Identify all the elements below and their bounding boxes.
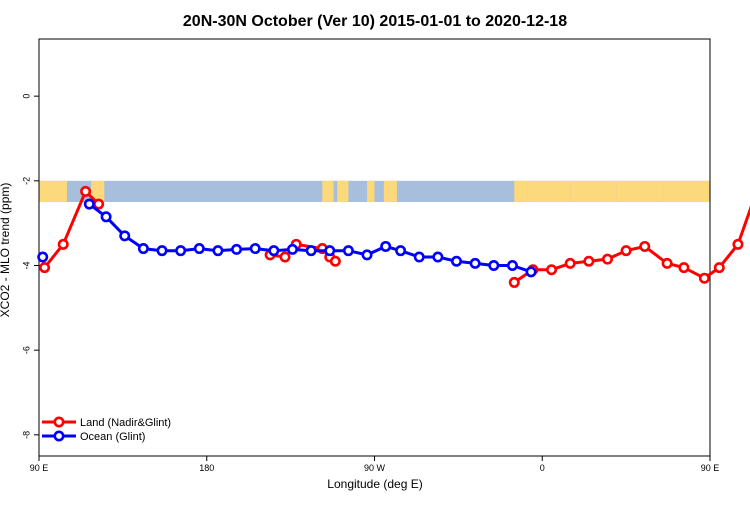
map-band-land xyxy=(367,180,375,202)
ocean-point xyxy=(268,245,280,257)
ocean-point xyxy=(469,257,481,269)
legend-label: Land (Nadir&Glint) xyxy=(80,417,171,429)
ocean-point xyxy=(432,251,444,263)
chart-title: 20N-30N October (Ver 10) 2015-01-01 to 2… xyxy=(183,13,567,30)
y-tick-label: -2 xyxy=(21,177,31,185)
series-line-land xyxy=(43,189,100,269)
map-band-land xyxy=(322,180,334,202)
map-band-land xyxy=(616,180,664,202)
land-point xyxy=(279,251,291,263)
plot-area: 0 -2 -4 -6 -8 90 E 180 90 W 0 90 E xyxy=(21,38,750,473)
land-point xyxy=(698,272,710,284)
ocean-point xyxy=(175,245,187,257)
ocean-point xyxy=(286,243,298,255)
land-point xyxy=(620,245,632,257)
ocean-point xyxy=(413,251,425,263)
land-point xyxy=(80,185,92,197)
ocean-point xyxy=(380,240,392,252)
x-tick-label: 90 E xyxy=(701,463,720,473)
land-point xyxy=(583,255,595,267)
ocean-point xyxy=(525,266,537,278)
map-band-land xyxy=(337,180,349,202)
y-tick-label: -8 xyxy=(21,431,31,439)
y-tick-label: 0 xyxy=(21,94,31,99)
ocean-point xyxy=(361,249,373,261)
land-point xyxy=(713,262,725,274)
x-tick-label: 0 xyxy=(540,463,545,473)
y-axis-label: XCO2 - MLO trend (ppm) xyxy=(0,183,12,318)
legend-marker xyxy=(53,430,65,442)
y-tick-label: -6 xyxy=(21,346,31,354)
ocean-point xyxy=(37,251,49,263)
ocean-point xyxy=(156,245,168,257)
ocean-point xyxy=(506,259,518,271)
x-tick-label: 90 W xyxy=(364,463,386,473)
land-point xyxy=(546,264,558,276)
land-point xyxy=(329,255,341,267)
legend-label: Ocean (Glint) xyxy=(80,431,145,443)
map-band-land xyxy=(514,180,528,202)
ocean-point xyxy=(100,211,112,223)
land-point xyxy=(639,240,651,252)
ocean-point xyxy=(324,245,336,257)
ocean-point xyxy=(249,243,261,255)
map-band-land xyxy=(39,180,67,202)
land-point xyxy=(661,257,673,269)
legend: Land (Nadir&Glint) Ocean (Glint) xyxy=(42,416,171,443)
x-tick-label: 90 E xyxy=(30,463,49,473)
series-line-ocean xyxy=(88,202,532,274)
map-band-land xyxy=(570,180,617,202)
land-point xyxy=(39,262,51,274)
ocean-point xyxy=(451,255,463,267)
ocean-point xyxy=(137,243,149,255)
ocean-point xyxy=(83,198,95,210)
land-point xyxy=(93,198,105,210)
map-band-land xyxy=(663,180,710,202)
legend-marker xyxy=(53,416,65,428)
land-point xyxy=(57,238,69,250)
y-tick-label: -4 xyxy=(21,261,31,269)
ocean-point xyxy=(119,230,131,242)
ocean-point xyxy=(488,259,500,271)
land-point xyxy=(508,276,520,288)
x-tick-label: 180 xyxy=(199,463,214,473)
ocean-point xyxy=(305,245,317,257)
ocean-point xyxy=(342,245,354,257)
land-point xyxy=(601,253,613,265)
land-point xyxy=(564,257,576,269)
map-band-land xyxy=(383,180,397,202)
ocean-point xyxy=(231,243,243,255)
ocean-point xyxy=(395,245,407,257)
land-point xyxy=(732,238,744,250)
ocean-point xyxy=(212,245,224,257)
x-axis-label: Longitude (deg E) xyxy=(327,477,422,491)
map-band-land xyxy=(527,180,571,202)
land-point xyxy=(678,262,690,274)
ocean-point xyxy=(193,243,205,255)
map-band-land xyxy=(91,180,105,202)
